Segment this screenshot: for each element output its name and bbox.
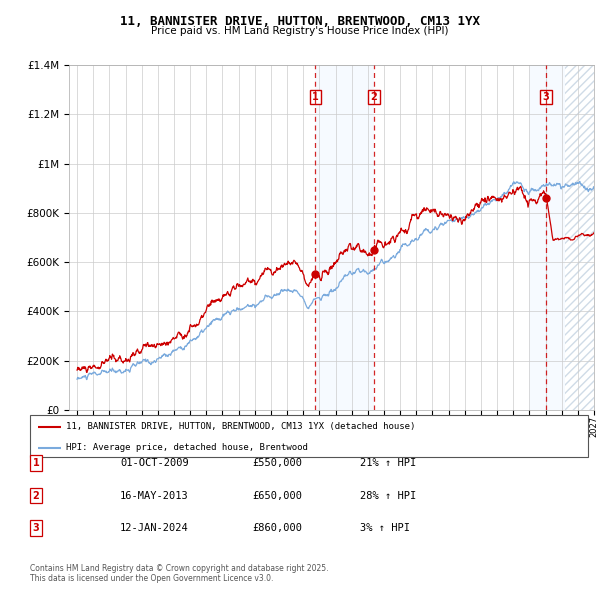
Text: 16-MAY-2013: 16-MAY-2013 <box>120 491 189 500</box>
Text: 11, BANNISTER DRIVE, HUTTON, BRENTWOOD, CM13 1YX: 11, BANNISTER DRIVE, HUTTON, BRENTWOOD, … <box>120 15 480 28</box>
Text: Price paid vs. HM Land Registry's House Price Index (HPI): Price paid vs. HM Land Registry's House … <box>151 26 449 36</box>
Text: 12-JAN-2024: 12-JAN-2024 <box>120 523 189 533</box>
Bar <box>316 65 374 410</box>
Bar <box>529 65 565 410</box>
Text: 28% ↑ HPI: 28% ↑ HPI <box>360 491 416 500</box>
Text: £550,000: £550,000 <box>252 458 302 468</box>
FancyBboxPatch shape <box>30 415 588 457</box>
Text: Contains HM Land Registry data © Crown copyright and database right 2025.
This d: Contains HM Land Registry data © Crown c… <box>30 563 329 583</box>
Text: 1: 1 <box>32 458 40 468</box>
Text: £860,000: £860,000 <box>252 523 302 533</box>
Text: £650,000: £650,000 <box>252 491 302 500</box>
Text: 2: 2 <box>370 92 377 102</box>
Text: 1: 1 <box>312 92 319 102</box>
Text: 3: 3 <box>32 523 40 533</box>
Text: 01-OCT-2009: 01-OCT-2009 <box>120 458 189 468</box>
Text: 3: 3 <box>543 92 550 102</box>
Bar <box>565 65 594 410</box>
Text: 11, BANNISTER DRIVE, HUTTON, BRENTWOOD, CM13 1YX (detached house): 11, BANNISTER DRIVE, HUTTON, BRENTWOOD, … <box>66 422 416 431</box>
Text: 2: 2 <box>32 491 40 500</box>
Text: 3% ↑ HPI: 3% ↑ HPI <box>360 523 410 533</box>
Text: HPI: Average price, detached house, Brentwood: HPI: Average price, detached house, Bren… <box>66 444 308 453</box>
Text: 21% ↑ HPI: 21% ↑ HPI <box>360 458 416 468</box>
